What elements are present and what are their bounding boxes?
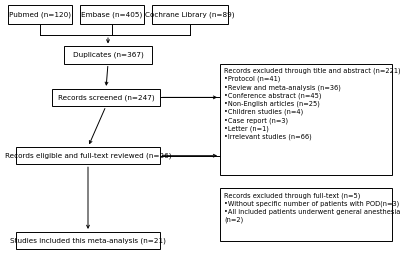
Text: Cochrane Library (n=89): Cochrane Library (n=89) bbox=[145, 11, 235, 18]
Text: Duplicates (n=367): Duplicates (n=367) bbox=[73, 52, 143, 58]
FancyBboxPatch shape bbox=[152, 5, 228, 24]
FancyBboxPatch shape bbox=[220, 64, 392, 175]
Text: Records excluded through title and abstract (n=221)
•Protocol (n=41)
•Review and: Records excluded through title and abstr… bbox=[224, 68, 400, 140]
Text: Records eligible and full-text reviewed (n=26): Records eligible and full-text reviewed … bbox=[5, 152, 171, 159]
FancyBboxPatch shape bbox=[16, 147, 160, 164]
FancyBboxPatch shape bbox=[8, 5, 72, 24]
Text: Studies included this meta-analysis (n=21): Studies included this meta-analysis (n=2… bbox=[10, 237, 166, 244]
Text: Pubmed (n=120): Pubmed (n=120) bbox=[9, 11, 71, 18]
FancyBboxPatch shape bbox=[52, 89, 160, 106]
Text: Embase (n=405): Embase (n=405) bbox=[81, 11, 143, 18]
FancyBboxPatch shape bbox=[80, 5, 144, 24]
Text: Records screened (n=247): Records screened (n=247) bbox=[58, 94, 154, 101]
FancyBboxPatch shape bbox=[64, 46, 152, 64]
Text: Records excluded through full-text (n=5)
•Without specific number of patients wi: Records excluded through full-text (n=5)… bbox=[224, 192, 400, 223]
FancyBboxPatch shape bbox=[220, 188, 392, 241]
FancyBboxPatch shape bbox=[16, 232, 160, 249]
